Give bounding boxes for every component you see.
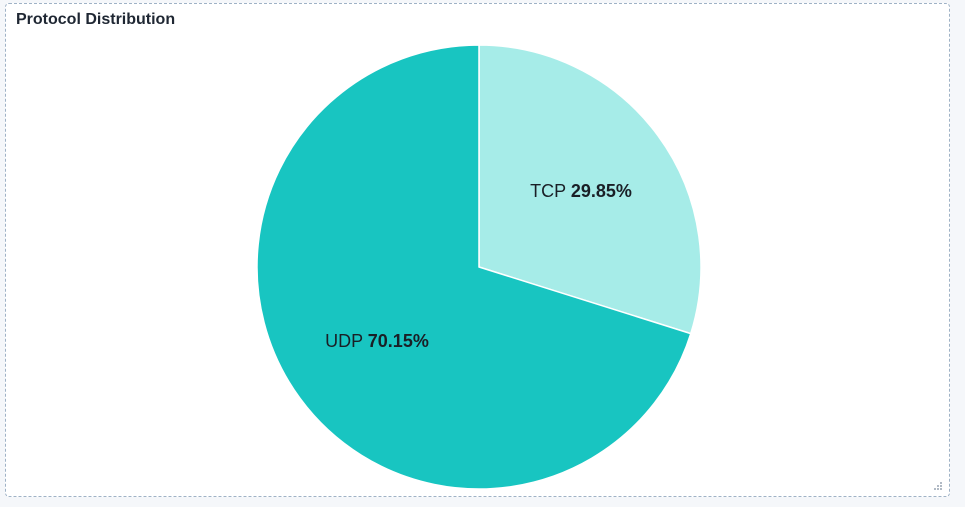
pie-label-percent: 70.15%: [368, 331, 429, 351]
pie-slice-udp[interactable]: [256, 44, 692, 490]
pie-label-udp: UDP 70.15%: [325, 331, 429, 351]
pie-label-tcp: TCP 29.85%: [530, 181, 632, 201]
pie-label-percent: 29.85%: [571, 181, 632, 201]
pie-labels: TCP 29.85% UDP 70.15%: [325, 181, 632, 351]
protocol-distribution-panel: Protocol Distribution TCP 29.85% UDP 70.1…: [5, 3, 950, 497]
resize-grip-icon[interactable]: [933, 481, 943, 491]
pie-label-name: TCP: [530, 181, 571, 201]
pie-slices: [256, 44, 702, 490]
pie-slice-tcp[interactable]: [478, 44, 702, 335]
pie-label-name: UDP: [325, 331, 368, 351]
panel-title: Protocol Distribution: [16, 11, 176, 28]
pie-chart: TCP 29.85% UDP 70.15%: [256, 44, 702, 490]
